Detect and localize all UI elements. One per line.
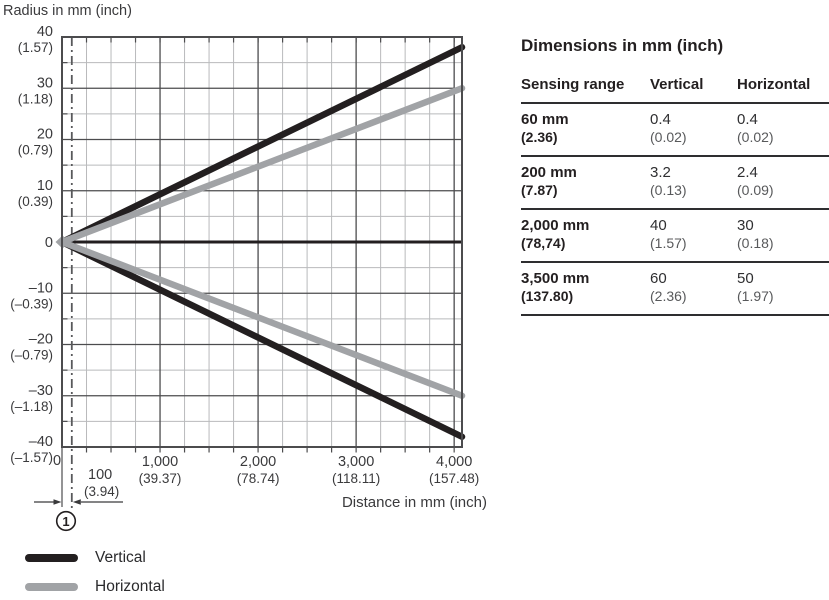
value-mm: 60 mm <box>521 111 569 128</box>
value-mm: 0.4 <box>650 111 671 128</box>
value-mm: 50 <box>737 270 754 287</box>
value-inch: (0.02) <box>737 129 774 145</box>
reference-line-100mm <box>61 37 73 512</box>
value-inch: (7.87) <box>521 182 558 198</box>
value-inch: (0.09) <box>737 182 774 198</box>
value-inch: (0.18) <box>737 235 774 251</box>
dimension-arrow-right <box>53 499 62 505</box>
svg-text:100: 100 <box>88 467 112 483</box>
table-row: 3,500 mm (137.80) 60 (2.36) 50 (1.97) <box>521 262 829 316</box>
column-header-horizontal: Horizontal <box>737 76 829 104</box>
svg-text:(39.37): (39.37) <box>139 471 182 486</box>
svg-text:–40: –40 <box>29 434 53 450</box>
dimension-annotation: 100(3.94) 1 <box>34 467 123 532</box>
value-inch: (1.97) <box>737 288 774 304</box>
legend-swatch-vertical-line <box>25 554 78 562</box>
value-inch: (0.13) <box>650 182 687 198</box>
legend-item-vertical: Vertical <box>25 549 165 567</box>
svg-text:(1.57): (1.57) <box>18 40 53 55</box>
table-title: Dimensions in mm (inch) <box>521 36 724 55</box>
svg-text:(3.94): (3.94) <box>84 484 119 499</box>
legend-label: Horizontal <box>95 578 165 595</box>
dimensions-panel: Dimensions in mm (inch) Sensing range Ver… <box>521 36 829 316</box>
value-inch: (0.02) <box>650 129 687 145</box>
light-spot-size-chart: Radius in mm (inch)40(1.57)30(1.18)20(0.… <box>3 3 487 532</box>
svg-text:2,000: 2,000 <box>240 454 276 470</box>
callout-marker-circle <box>55 510 77 532</box>
value-inch: (137.80) <box>521 288 574 304</box>
svg-text:(0.79): (0.79) <box>18 143 53 158</box>
cell-range: 200 mm (7.87) <box>521 156 650 210</box>
cell-range: 60 mm (2.36) <box>521 103 650 157</box>
value-mm: 0.4 <box>737 111 758 128</box>
value-inch: (2.36) <box>521 129 558 145</box>
cell-vertical: 40 (1.57) <box>650 209 737 263</box>
grid <box>62 37 462 447</box>
svg-text:(157.48): (157.48) <box>429 471 479 486</box>
series-vertical-line <box>58 44 466 440</box>
value-mm: 2.4 <box>737 164 758 181</box>
value-inch: (2.36) <box>650 288 687 304</box>
svg-text:3,000: 3,000 <box>338 454 374 470</box>
svg-text:10: 10 <box>37 178 53 194</box>
plot-border <box>61 36 463 448</box>
value-mm: 3.2 <box>650 164 671 181</box>
cell-horizontal: 50 (1.97) <box>737 262 829 316</box>
svg-text:40: 40 <box>37 24 53 40</box>
chart-title: Radius in mm (inch) <box>3 3 132 19</box>
table-header-row: Sensing range Vertical Horizontal <box>521 76 829 104</box>
svg-text:0: 0 <box>45 235 53 251</box>
value-mm: 30 <box>737 217 754 234</box>
legend-swatch-horizontal-line <box>25 583 78 591</box>
svg-text:30: 30 <box>37 75 53 91</box>
cell-vertical: 3.2 (0.13) <box>650 156 737 210</box>
value-mm: 40 <box>650 217 667 234</box>
callout-marker-number: 1 <box>62 514 69 529</box>
column-header-sensing-range: Sensing range <box>521 76 650 104</box>
cell-horizontal: 30 (0.18) <box>737 209 829 263</box>
svg-text:–30: –30 <box>29 383 53 399</box>
value-mm: 2,000 mm <box>521 217 590 234</box>
cell-horizontal: 2.4 (0.09) <box>737 156 829 210</box>
x-axis-title: Distance in mm (inch) <box>342 494 487 511</box>
svg-text:(78.74): (78.74) <box>237 471 280 486</box>
legend-label: Vertical <box>95 549 146 566</box>
value-inch: (78,74) <box>521 235 566 251</box>
cell-range: 2,000 mm (78,74) <box>521 209 650 263</box>
chart-legend: Vertical Horizontal <box>25 549 165 596</box>
table-row: 200 mm (7.87) 3.2 (0.13) 2.4 (0.09) <box>521 156 829 210</box>
cell-horizontal: 0.4 (0.02) <box>737 103 829 157</box>
value-mm: 200 mm <box>521 164 577 181</box>
svg-text:4,000: 4,000 <box>436 454 472 470</box>
dimensions-table: Sensing range Vertical Horizontal 60 mm (2.… <box>521 76 829 316</box>
svg-text:20: 20 <box>37 127 53 143</box>
svg-text:–20: –20 <box>29 332 53 348</box>
value-mm: 60 <box>650 270 667 287</box>
svg-text:(–1.18): (–1.18) <box>10 399 53 414</box>
axis-labels: Radius in mm (inch)40(1.57)30(1.18)20(0.… <box>3 3 487 511</box>
svg-text:(–1.57): (–1.57) <box>10 450 53 465</box>
dimension-arrow-left <box>72 499 81 505</box>
svg-text:–10: –10 <box>29 280 53 296</box>
svg-text:1,000: 1,000 <box>142 454 178 470</box>
svg-text:(–0.39): (–0.39) <box>10 296 53 311</box>
cell-vertical: 0.4 (0.02) <box>650 103 737 157</box>
value-mm: 3,500 mm <box>521 270 590 287</box>
cell-vertical: 60 (2.36) <box>650 262 737 316</box>
cell-range: 3,500 mm (137.80) <box>521 262 650 316</box>
svg-text:(–0.79): (–0.79) <box>10 348 53 363</box>
table-row: 2,000 mm (78,74) 40 (1.57) 30 (0.18) <box>521 209 829 263</box>
svg-text:(118.11): (118.11) <box>332 471 380 486</box>
value-inch: (1.57) <box>650 235 687 251</box>
column-header-vertical: Vertical <box>650 76 737 104</box>
legend-item-horizontal: Horizontal <box>25 578 165 596</box>
svg-text:(1.18): (1.18) <box>18 91 53 106</box>
series-horizontal-line <box>58 85 466 399</box>
svg-text:(0.39): (0.39) <box>18 194 53 209</box>
table-row: 60 mm (2.36) 0.4 (0.02) 0.4 (0.02) <box>521 103 829 157</box>
series-lines <box>55 44 466 440</box>
svg-text:0: 0 <box>53 453 61 469</box>
